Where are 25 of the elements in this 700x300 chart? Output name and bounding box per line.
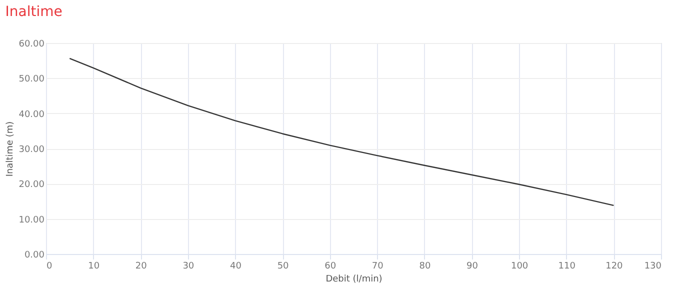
y-tick-label: 40.00 bbox=[18, 110, 45, 120]
x-tick-label: 90 bbox=[466, 262, 478, 272]
y-axis-title: Inaltime (m) bbox=[6, 121, 16, 177]
chart-title: Inaltime bbox=[5, 4, 62, 20]
x-tick-label: 70 bbox=[372, 262, 384, 272]
y-tick-label: 50.00 bbox=[18, 74, 45, 85]
x-tick-label: 10 bbox=[88, 262, 100, 272]
x-tick-label: 60 bbox=[324, 262, 336, 272]
x-tick-label: 30 bbox=[182, 262, 194, 272]
x-tick-label: 110 bbox=[558, 262, 576, 272]
x-tick-label: 80 bbox=[419, 262, 431, 272]
line-series bbox=[69, 58, 614, 206]
y-tick-label: 30.00 bbox=[18, 145, 45, 155]
x-tick-label: 0 bbox=[46, 262, 52, 272]
y-tick-label: 60.00 bbox=[18, 40, 45, 50]
x-tick-label: 130 bbox=[644, 262, 662, 272]
y-tick-label: 0.00 bbox=[24, 250, 45, 260]
x-tick-label: 50 bbox=[277, 262, 290, 272]
x-axis-title: Debit (l/min) bbox=[326, 274, 382, 284]
y-tick-label: 20.00 bbox=[18, 180, 45, 190]
x-tick-label: 40 bbox=[230, 262, 242, 272]
x-tick-label: 20 bbox=[135, 262, 148, 272]
x-tick-label: 100 bbox=[510, 262, 528, 272]
y-tick-label: 10.00 bbox=[18, 215, 45, 226]
x-tick-label: 120 bbox=[606, 262, 624, 272]
